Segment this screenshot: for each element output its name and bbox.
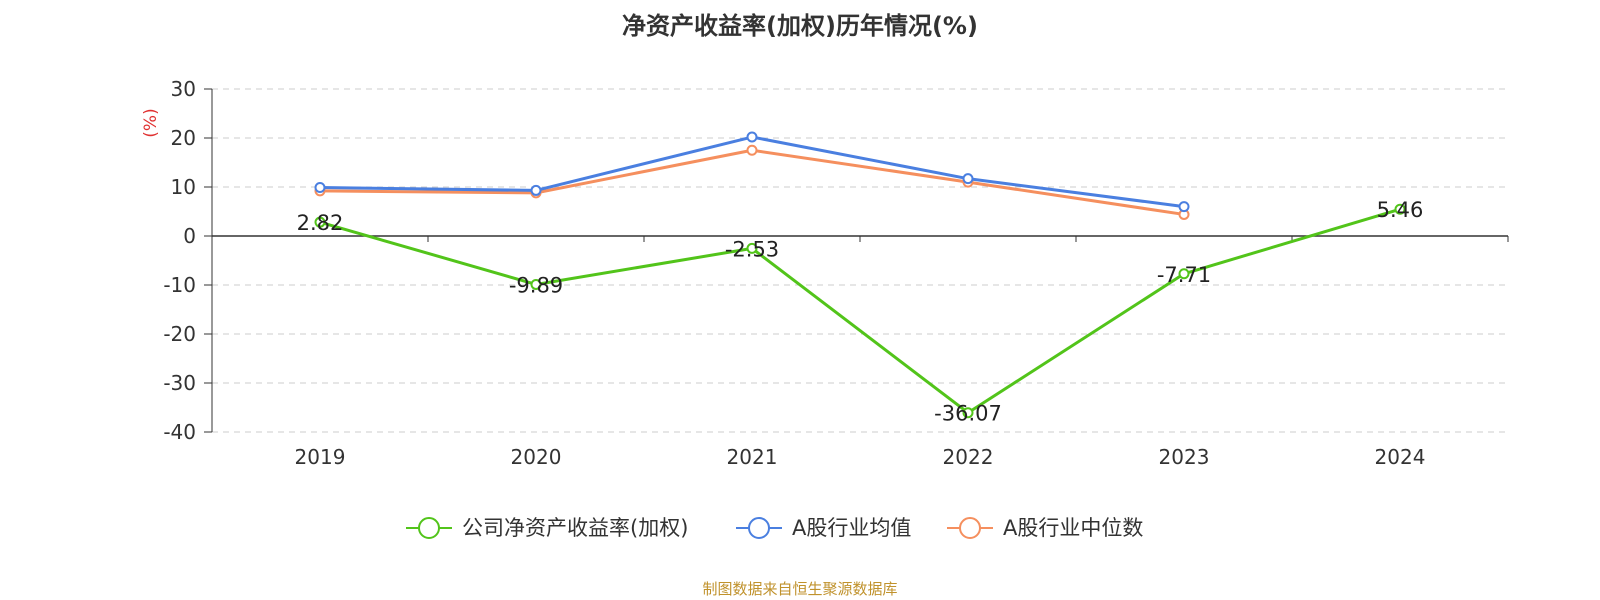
y-tick-label: -10 [163, 273, 196, 297]
data-label: 5.46 [1377, 198, 1424, 222]
legend[interactable]: 公司净资产收益率(加权) A股行业均值 A股行业中位数 [406, 516, 1143, 540]
data-point [962, 173, 974, 185]
data-point [314, 216, 326, 228]
data-point [1178, 268, 1190, 280]
series-line [319, 207, 1401, 415]
x-tick-label: 2024 [1375, 445, 1426, 469]
x-tick-label: 2023 [1159, 445, 1210, 469]
y-tick-label: -40 [163, 420, 196, 444]
grid-lines [212, 88, 1508, 433]
legend-item[interactable]: A股行业均值 [736, 516, 911, 540]
legend-marker [418, 517, 440, 539]
data-label: -36.07 [934, 402, 1002, 426]
y-tick-label: -30 [163, 371, 196, 395]
data-label: -7.71 [1157, 263, 1211, 287]
axes: 30 20 10 0 -10 -20 -30 -40 2019 2020 2021 2022 2023 2… [163, 77, 1509, 469]
x-tick-label: 2020 [511, 445, 562, 469]
y-tick-label: 20 [171, 126, 196, 150]
x-tick-label: 2019 [295, 445, 346, 469]
x-tick-label: 2022 [943, 445, 994, 469]
data-point [530, 184, 542, 196]
legend-marker [959, 517, 981, 539]
data-point [746, 144, 758, 156]
data-point [962, 407, 974, 419]
chart-title: 净资产收益率(加权)历年情况(%) [622, 12, 978, 40]
data-label: 2.82 [297, 211, 344, 235]
data-label: -9.89 [509, 273, 563, 297]
legend-item[interactable]: A股行业中位数 [947, 516, 1143, 540]
y-tick-label: -20 [163, 322, 196, 346]
legend-item[interactable]: 公司净资产收益率(加权) [406, 516, 688, 540]
data-point [530, 278, 542, 290]
data-labels: 2.82 -9.89 -2.53 -36.07 -7.71 5.46 [297, 198, 1424, 425]
data-point [746, 242, 758, 254]
y-tick-label: 0 [183, 224, 196, 248]
x-tick-label: 2021 [727, 445, 778, 469]
data-label: -2.53 [725, 237, 779, 261]
series-line [319, 148, 1185, 216]
data-point [1394, 203, 1406, 215]
legend-label: A股行业均值 [792, 516, 911, 540]
legend-label: 公司净资产收益率(加权) [462, 516, 688, 540]
y-tick-label: 30 [171, 77, 196, 101]
legend-marker [748, 517, 770, 539]
data-point [746, 131, 758, 143]
y-axis-label: (%) [141, 108, 161, 137]
series-lines [314, 131, 1406, 419]
source-note: 制图数据来自恒生聚源数据库 [702, 580, 898, 598]
legend-label: A股行业中位数 [1003, 516, 1143, 540]
data-point [1178, 201, 1190, 213]
y-tick-label: 10 [171, 175, 196, 199]
data-point [314, 181, 326, 193]
